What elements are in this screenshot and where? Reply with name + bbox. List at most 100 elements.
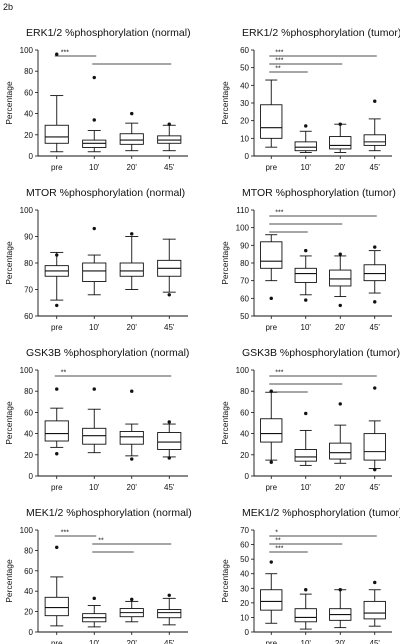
box-iqr (119, 262, 144, 277)
y-tick-label: 60 (240, 294, 249, 303)
chart-panel: ERK1/2 %phosphorylation (tumor) Percentag… (220, 27, 400, 172)
x-tick-label: pre (51, 323, 63, 332)
chart-title: MEK1/2 %phosphorylation (tumor) (242, 507, 400, 519)
box-iqr (119, 431, 144, 445)
y-tick-label: 20 (240, 451, 249, 460)
y-tick-label: 60 (24, 408, 33, 417)
outlier-point (55, 452, 59, 456)
box-plot (82, 387, 107, 454)
outlier-point (55, 545, 59, 550)
outlier-point (92, 118, 96, 122)
box-iqr (260, 589, 283, 611)
significance-label: *** (61, 530, 69, 537)
y-tick-label: 80 (24, 67, 33, 76)
x-tick-label: 45' (370, 323, 381, 332)
box-plot (157, 122, 182, 152)
y-tick-label: 0 (29, 152, 34, 161)
x-tick-label: 20' (335, 639, 346, 644)
y-tick-label: 100 (20, 206, 34, 215)
y-axis-label: Percentage (220, 559, 230, 603)
outlier-point (304, 124, 308, 128)
box-plot (82, 75, 107, 153)
outlier-point (373, 245, 377, 249)
y-tick-label: 40 (24, 110, 33, 119)
chart-title: MTOR %phosphorylation (normal) (26, 187, 185, 199)
outlier-point (167, 456, 171, 460)
box-plot (119, 111, 144, 152)
box-plot (363, 245, 386, 304)
significance-label: ** (61, 370, 67, 377)
y-tick-label: 80 (24, 387, 33, 396)
chart-title: GSK3B %phosphorylation (normal) (26, 347, 189, 359)
outlier-point (92, 75, 96, 80)
y-tick-label: 80 (24, 259, 33, 268)
chart-panel: ERK1/2 %phosphorylation (normal) Percenta… (4, 27, 191, 172)
x-tick-label: 20' (127, 483, 138, 492)
box-plot (82, 226, 107, 296)
outlier-point (269, 296, 273, 301)
outlier-point (373, 467, 377, 472)
box-plot (119, 232, 144, 290)
x-tick-label: 20' (335, 483, 346, 492)
y-tick-label: 70 (240, 277, 249, 286)
y-tick-label: 50 (240, 555, 249, 564)
y-tick-label: 70 (240, 526, 249, 535)
chart-panel: MTOR %phosphorylation (tumor) Percentage 5… (220, 187, 396, 332)
outlier-point (130, 232, 134, 236)
box-plot (294, 588, 317, 630)
x-tick-label: 20' (335, 323, 346, 332)
y-tick-label: 0 (29, 472, 34, 481)
y-tick-label: 100 (20, 366, 34, 375)
y-tick-label: 40 (24, 587, 33, 596)
x-tick-label: pre (51, 163, 63, 172)
chart-title: GSK3B %phosphorylation (tumor) (242, 347, 400, 359)
box-plot (329, 588, 352, 629)
significance-label: *** (275, 546, 283, 553)
x-tick-label: pre (51, 639, 63, 644)
box-iqr (260, 418, 283, 443)
significance-label: ** (275, 538, 281, 545)
significance-label: * (275, 530, 278, 537)
box-plot (44, 545, 69, 627)
box-plot (44, 387, 69, 456)
x-tick-label: 10' (89, 323, 100, 332)
outlier-point (304, 298, 308, 302)
box-plot (119, 597, 144, 623)
y-axis-label: Percentage (220, 241, 230, 285)
box-iqr (329, 442, 352, 460)
x-tick-label: pre (265, 163, 277, 172)
box-iqr (363, 264, 386, 282)
box-plot (44, 52, 69, 153)
outlier-point (338, 588, 342, 592)
outlier-point (338, 122, 342, 126)
y-axis-label: Percentage (4, 401, 14, 445)
box-iqr (294, 608, 317, 623)
outlier-point (304, 411, 308, 416)
y-tick-label: 40 (240, 570, 249, 579)
outlier-point (338, 303, 342, 308)
outlier-point (373, 580, 377, 585)
y-tick-label: 100 (20, 46, 34, 55)
y-tick-label: 100 (236, 366, 250, 375)
box-iqr (363, 134, 386, 146)
chart-panel: GSK3B %phosphorylation (tumor) Percentage… (220, 347, 400, 492)
chart-panel: MEK1/2 %phosphorylation (normal) Percenta… (4, 507, 192, 644)
y-tick-label: 40 (24, 430, 33, 439)
x-tick-label: pre (265, 323, 277, 332)
y-tick-label: 0 (245, 472, 250, 481)
outlier-point (92, 387, 96, 391)
significance-label: *** (275, 370, 283, 377)
y-tick-label: 60 (24, 88, 33, 97)
y-tick-label: 40 (240, 81, 249, 90)
y-tick-label: 70 (24, 286, 33, 295)
y-tick-label: 20 (240, 599, 249, 608)
y-tick-label: 30 (240, 584, 249, 593)
outlier-point (373, 386, 377, 390)
y-tick-label: 110 (236, 206, 249, 215)
y-tick-label: 20 (24, 608, 33, 617)
y-axis-label: Percentage (4, 241, 14, 285)
x-tick-label: pre (51, 483, 63, 492)
box-iqr (329, 269, 352, 287)
y-tick-label: 60 (240, 408, 249, 417)
